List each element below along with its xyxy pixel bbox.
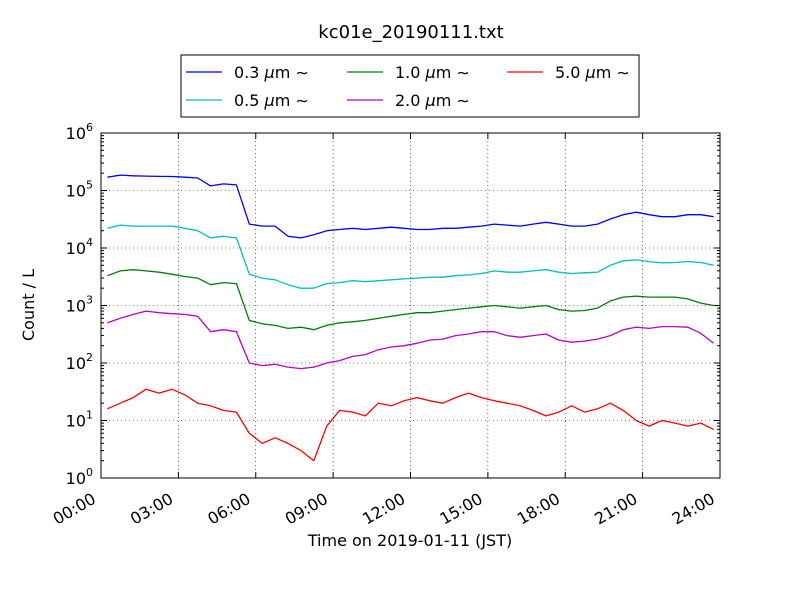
series-line: [107, 388, 714, 462]
series-line: [107, 269, 714, 331]
series-group: [107, 174, 715, 462]
x-tick-label: 15:00: [436, 489, 485, 529]
axis-ticks: 00:00 03:00 06:00 09:00 12:00 15:00 18:00 21:00…: [50, 121, 721, 529]
series-line: [107, 224, 714, 289]
legend-label: 0.5 μm ∼: [234, 91, 309, 110]
x-tick-label: 00:00: [50, 489, 99, 529]
y-tick-label: 100: [66, 466, 93, 488]
x-tick-label: 21:00: [591, 489, 640, 529]
chart-title: kc01e_20190111.txt: [318, 22, 503, 43]
legend-label: 0.3 μm ∼: [234, 63, 309, 82]
grid-lines: [101, 133, 720, 478]
legend-label: 2.0 μm ∼: [395, 91, 470, 110]
x-tick-label: 12:00: [359, 489, 408, 529]
legend-label: 1.0 μm ∼: [395, 63, 470, 82]
y-tick-label: 101: [66, 409, 93, 431]
x-tick-label: 09:00: [282, 489, 331, 529]
x-tick-label: 03:00: [127, 489, 176, 529]
x-tick-label: 18:00: [514, 489, 563, 529]
x-tick-label: 06:00: [204, 489, 253, 529]
x-axis-label: Time on 2019-01-11 (JST): [307, 531, 512, 550]
x-tick-label: 24:00: [669, 489, 718, 529]
y-axis-label: Count / L: [19, 269, 38, 341]
legend-box: [180, 54, 640, 118]
y-tick-label: 102: [66, 351, 93, 373]
legend: 0.3 μm ∼ 0.5 μm ∼ 1.0 μm ∼ 2.0 μm ∼ 5.0 μm ∼: [180, 54, 640, 118]
series-line: [107, 310, 715, 370]
legend-label: 5.0 μm ∼: [555, 63, 630, 82]
y-tick-label: 105: [66, 179, 93, 201]
y-tick-label: 104: [66, 236, 93, 258]
y-tick-label: 103: [66, 294, 93, 316]
series-line: [107, 174, 714, 239]
y-tick-label: 106: [66, 121, 93, 143]
